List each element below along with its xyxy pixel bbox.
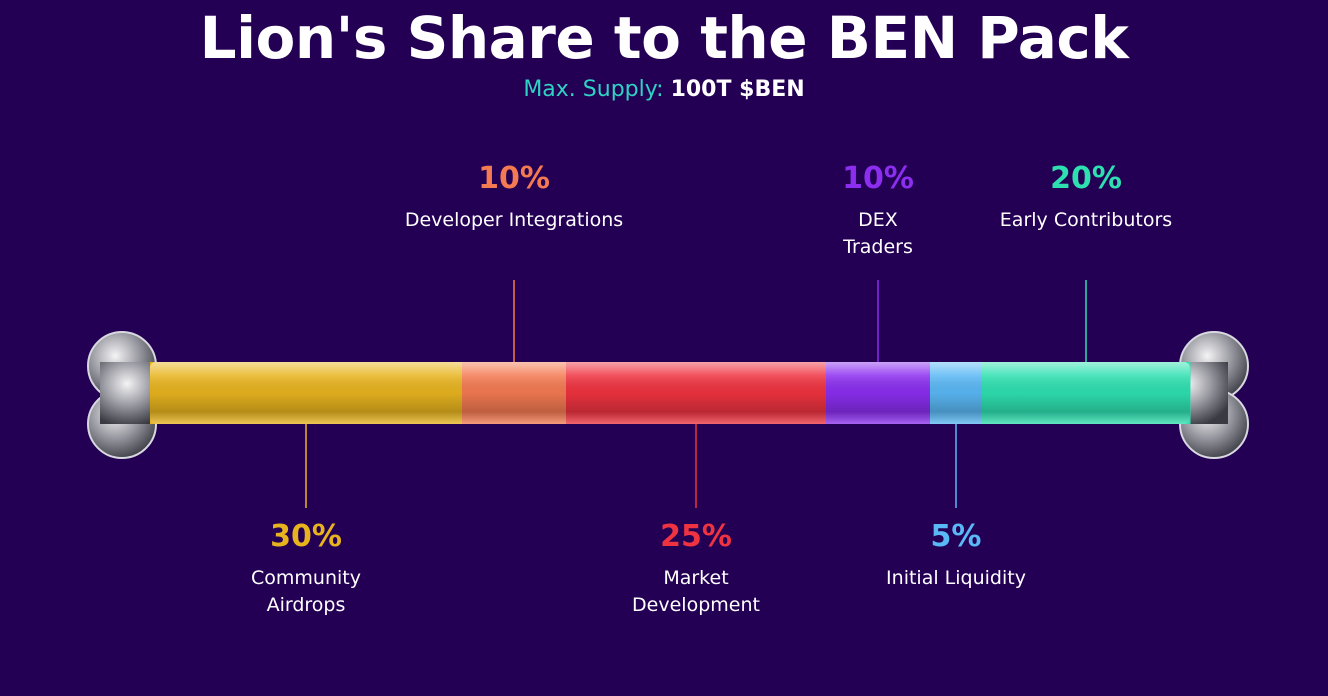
segment-name-developer-integrations: Developer Integrations bbox=[404, 209, 624, 231]
chart-subtitle: Max. Supply: 100T $BEN bbox=[0, 75, 1328, 105]
segment-percent-market-development: 25% bbox=[660, 519, 732, 554]
segment-percent-early-contributors: 20% bbox=[1050, 161, 1122, 196]
segment-label-initial-liquidity: 5% Initial Liquidity bbox=[886, 519, 1026, 592]
segment-name-dex-traders: DEX Traders bbox=[843, 209, 913, 258]
bar-shine bbox=[150, 362, 1190, 424]
segment-name-early-contributors: Early Contributors bbox=[999, 209, 1173, 231]
segment-name-initial-liquidity: Initial Liquidity bbox=[886, 567, 1026, 589]
segment-percent-initial-liquidity: 5% bbox=[930, 519, 982, 554]
segment-percent-dex-traders: 10% bbox=[842, 161, 914, 196]
segment-name-community-airdrops: Community Airdrops bbox=[251, 567, 361, 616]
segment-label-dex-traders: 10% DEX Traders bbox=[842, 161, 914, 261]
segment-percent-community-airdrops: 30% bbox=[270, 519, 342, 554]
supply-value: 100T $BEN bbox=[670, 77, 805, 102]
segment-label-market-development: 25% Market Development bbox=[632, 519, 760, 619]
segment-label-early-contributors: 20% Early Contributors bbox=[1000, 161, 1172, 234]
chart-title: Lion's Share to the BEN Pack bbox=[199, 4, 1129, 72]
supply-label: Max. Supply: bbox=[523, 77, 664, 102]
segment-name-market-development: Market Development bbox=[632, 567, 760, 616]
segment-label-developer-integrations: 10% Developer Integrations bbox=[405, 161, 623, 234]
segment-label-community-airdrops: 30% Community Airdrops bbox=[251, 519, 361, 619]
segment-percent-developer-integrations: 10% bbox=[478, 161, 550, 196]
